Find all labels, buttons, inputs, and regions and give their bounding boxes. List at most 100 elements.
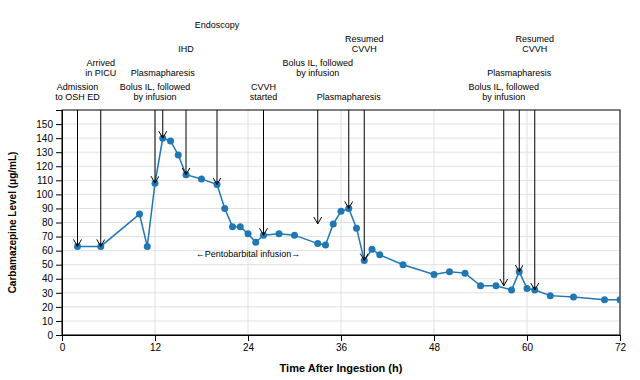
y-tick-mark — [56, 321, 62, 322]
annotation-label-line: in PICU — [85, 68, 116, 78]
data-point — [167, 137, 174, 144]
x-tick-label: 12 — [150, 342, 162, 353]
annotation-label-line: Resumed — [515, 34, 554, 44]
y-tick: 60 — [42, 245, 62, 256]
y-tick-label: 110 — [37, 175, 53, 186]
data-point — [136, 211, 143, 218]
annotation-label-line: Bolus IL, followed — [468, 82, 539, 92]
y-grid-line — [62, 166, 620, 167]
y-tick-label: 100 — [36, 189, 53, 200]
annotation-arrow — [317, 110, 318, 224]
data-point — [508, 287, 515, 294]
y-tick-mark — [56, 307, 62, 308]
x-tick-mark — [248, 335, 249, 341]
annotation-label-line: by infusion — [133, 92, 176, 102]
y-tick: 100 — [36, 189, 62, 200]
x-tick: 72 — [615, 335, 627, 353]
y-tick-mark — [56, 180, 62, 181]
y-tick: 150 — [36, 119, 62, 130]
y-grid-line — [62, 222, 620, 223]
annotation-label: Plasmapharesis — [131, 68, 196, 78]
data-point — [617, 296, 621, 303]
x-tick-label: 60 — [522, 342, 534, 353]
annotation-label-line: CVVH — [522, 44, 547, 54]
annotation-label: Bolus IL, followedby infusion — [282, 58, 353, 79]
y-grid-line — [62, 250, 620, 251]
y-tick-mark — [56, 293, 62, 294]
y-tick-label: 30 — [42, 288, 54, 299]
annotation-label: Admissionto OSH ED — [55, 82, 100, 103]
y-tick-label: 80 — [42, 217, 54, 228]
x-tick-label: 24 — [243, 342, 255, 353]
y-tick-mark — [56, 194, 62, 195]
y-grid-line — [62, 320, 620, 321]
y-tick-mark — [56, 208, 62, 209]
annotation-label-line: CVVH — [251, 82, 276, 92]
annotation-arrow — [217, 110, 218, 185]
x-tick-mark — [527, 335, 528, 341]
data-point — [252, 239, 259, 246]
data-point — [547, 292, 554, 299]
y-tick-mark — [56, 223, 62, 224]
y-tick: 30 — [42, 288, 62, 299]
y-grid-line — [62, 180, 620, 181]
annotation-label: ResumedCVVH — [515, 34, 554, 55]
y-tick: 20 — [42, 302, 62, 313]
annotation-arrow — [503, 110, 504, 286]
y-tick-mark — [56, 138, 62, 139]
annotation-label-line: IHD — [178, 44, 194, 54]
data-point — [330, 220, 337, 227]
y-tick: 120 — [36, 161, 62, 172]
y-tick-label: 20 — [42, 302, 54, 313]
data-point — [175, 152, 182, 159]
annotation-label-line: Plasmapharesis — [317, 92, 382, 102]
data-point — [570, 294, 577, 301]
y-tick: 140 — [36, 133, 62, 144]
annotation-arrow — [100, 110, 101, 246]
annotation-label-line: Resumed — [345, 34, 384, 44]
data-point — [369, 246, 376, 253]
annotation-label-line: Admission — [57, 82, 99, 92]
y-tick-label: 50 — [42, 259, 54, 270]
y-tick-label: 120 — [36, 161, 53, 172]
y-tick-label: 40 — [42, 273, 54, 284]
y-axis-line — [56, 111, 63, 336]
data-point — [144, 243, 151, 250]
x-tick-label: 36 — [336, 342, 348, 353]
y-tick: 10 — [42, 316, 62, 327]
data-point — [276, 230, 283, 237]
annotation-arrow — [534, 110, 535, 290]
x-tick: 60 — [522, 335, 534, 353]
data-point — [198, 175, 205, 182]
y-tick-mark — [56, 152, 62, 153]
y-tick: 40 — [42, 273, 62, 284]
annotation-arrow — [263, 110, 264, 235]
y-tick-label: 70 — [42, 231, 54, 242]
data-point — [376, 251, 383, 258]
y-grid-line — [62, 264, 620, 265]
data-point — [221, 205, 228, 212]
annotation-arrow — [162, 110, 163, 138]
y-grid-line — [62, 152, 620, 153]
y-grid-line — [62, 124, 620, 125]
plot-frame — [62, 110, 620, 335]
annotation-label-line: Bolus IL, followed — [120, 82, 191, 92]
data-point — [524, 285, 531, 292]
x-tick: 0 — [60, 335, 66, 353]
y-tick-mark — [56, 166, 62, 167]
annotation-label: Plasmapharesis — [317, 92, 382, 102]
y-tick: 80 — [42, 217, 62, 228]
annotation-label-line: started — [250, 92, 278, 102]
annotation-label: Endoscopy — [195, 20, 240, 30]
arrow-annotations: Admissionto OSH ED Arrivedin PICU Bolus IL… — [55, 20, 554, 290]
annotation-label-line: by infusion — [482, 92, 525, 102]
x-tick: 12 — [150, 335, 162, 353]
data-point — [314, 240, 321, 247]
y-axis-title: Carbamazepine Level (μg/mL) — [7, 152, 18, 294]
marks — [74, 135, 620, 304]
y-tick-mark — [56, 237, 62, 238]
annotation-label-line: Arrived — [86, 58, 115, 68]
data-point — [601, 296, 608, 303]
data-point — [431, 271, 438, 278]
x-tick: 24 — [243, 335, 255, 353]
